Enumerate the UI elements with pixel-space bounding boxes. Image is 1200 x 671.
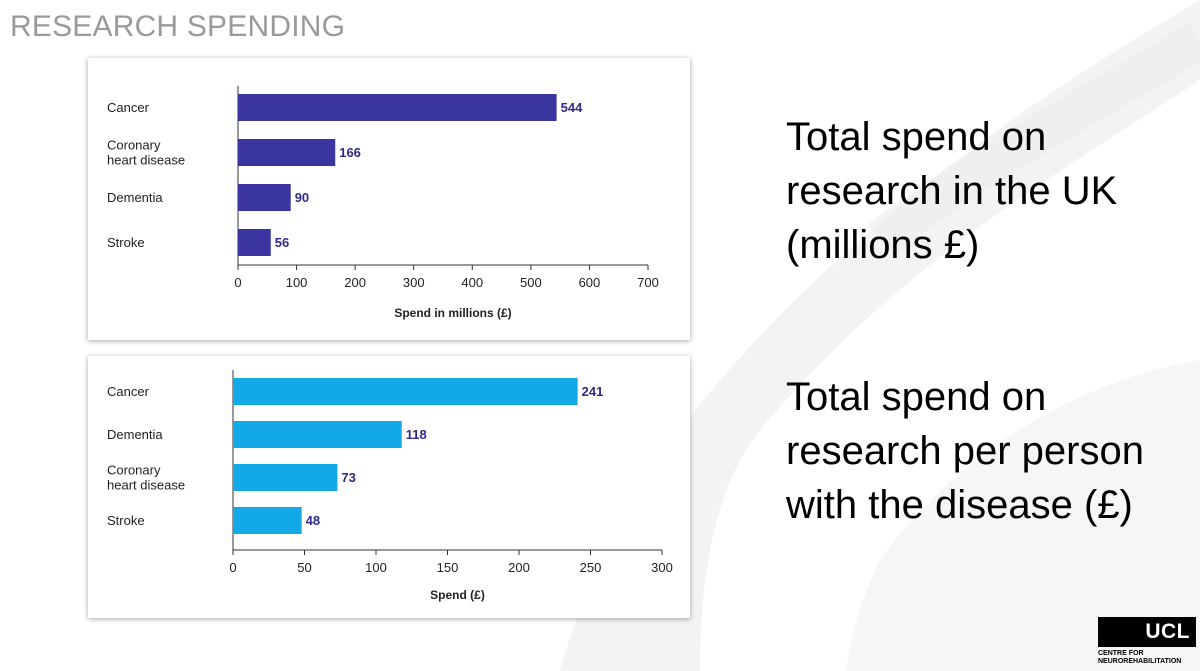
data-label: 56 <box>275 235 289 250</box>
category-label: Stroke <box>107 513 145 528</box>
x-tick-label: 50 <box>297 560 311 575</box>
data-label: 241 <box>582 384 604 399</box>
bar-dementia <box>238 184 291 211</box>
description-per-person: Total spend on research per person with … <box>786 375 1144 527</box>
ucl-logo: UCL CENTRE FOR NEUROREHABILITATION <box>1098 617 1196 666</box>
bar-coronary-heart-disease <box>233 464 338 491</box>
ucl-logo-subtitle: CENTRE FOR NEUROREHABILITATION <box>1098 650 1182 665</box>
bar-cancer <box>238 94 557 121</box>
bar-chart-total-spend: 544 Cancer 166 Coronary heart disease 90 Demen… <box>107 86 659 320</box>
x-tick-label: 200 <box>508 560 530 575</box>
category-label: Stroke <box>107 235 145 250</box>
x-tick-label: 100 <box>286 275 308 290</box>
x-tick-label: 500 <box>520 275 542 290</box>
x-axis-label: Spend (£) <box>430 588 485 602</box>
x-tick-label: 0 <box>229 560 236 575</box>
bar-dementia <box>233 421 402 448</box>
category-label: Coronary heart disease <box>107 463 185 493</box>
data-label: 118 <box>406 427 427 442</box>
category-label: Dementia <box>107 427 163 442</box>
x-tick-label: 300 <box>651 560 673 575</box>
category-label: Cancer <box>107 384 150 399</box>
x-tick-label: 700 <box>637 275 659 290</box>
bar-coronary-heart-disease <box>238 139 336 166</box>
x-tick-label: 400 <box>461 275 483 290</box>
data-label: 48 <box>306 513 320 528</box>
data-label: 73 <box>341 470 355 485</box>
chart-uk-total-spend: 544 Cancer 166 Coronary heart disease 90 Demen… <box>88 58 690 340</box>
x-tick-label: 250 <box>580 560 602 575</box>
bar-stroke <box>233 507 302 534</box>
category-label: Cancer <box>107 100 150 115</box>
x-tick-label: 300 <box>403 275 425 290</box>
chart-spend-per-person: 241 Cancer 118 Dementia 73 Coronary heart dise… <box>88 356 690 618</box>
x-tick-label: 0 <box>234 275 241 290</box>
bar-chart-per-person: 241 Cancer 118 Dementia 73 Coronary heart dise… <box>107 370 673 602</box>
data-label: 90 <box>295 190 309 205</box>
bar-stroke <box>238 229 271 256</box>
x-tick-label: 150 <box>437 560 459 575</box>
x-tick-label: 600 <box>579 275 601 290</box>
category-label: Coronary heart disease <box>107 138 185 168</box>
x-tick-label: 200 <box>344 275 366 290</box>
description-total-spend: Total spend on research in the UK (milli… <box>786 115 1118 267</box>
x-axis-label: Spend in millions (£) <box>394 306 511 320</box>
x-tick-label: 100 <box>365 560 387 575</box>
category-label: Dementia <box>107 190 163 205</box>
slide-title: RESEARCH SPENDING <box>10 10 346 43</box>
bar-cancer <box>233 378 578 405</box>
data-label: 544 <box>561 100 583 115</box>
ucl-wordmark: UCL <box>1098 617 1196 647</box>
data-label: 166 <box>339 145 361 160</box>
